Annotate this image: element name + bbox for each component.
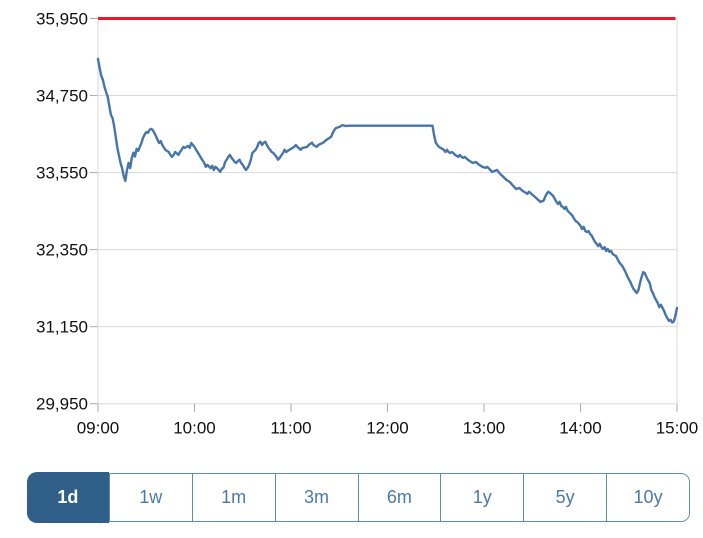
y-axis-label: 31,150: [36, 318, 88, 337]
x-axis-label: 09:00: [77, 419, 120, 438]
range-button-5y[interactable]: 5y: [523, 474, 607, 521]
range-button-1m[interactable]: 1m: [191, 474, 275, 521]
y-axis-label: 33,550: [36, 164, 88, 183]
range-selector: 1d 1w 1m 3m 6m 1y 5y 10y: [27, 472, 690, 523]
y-axis-label: 29,950: [36, 395, 88, 414]
y-axis-label: 34,750: [36, 87, 88, 106]
range-button-1d[interactable]: 1d: [27, 472, 109, 523]
range-button-6m[interactable]: 6m: [357, 474, 441, 521]
x-axis-label: 13:00: [463, 419, 506, 438]
range-button-1w[interactable]: 1w: [108, 474, 192, 521]
range-button-3m[interactable]: 3m: [274, 474, 358, 521]
range-button-10y[interactable]: 10y: [606, 474, 689, 521]
x-axis-label: 15:00: [656, 419, 699, 438]
price-chart: 35,950 34,750 33,550 32,350 31,150 29,950 09:0…: [36, 10, 699, 438]
y-axis-label: 35,950: [36, 10, 88, 29]
price-line: [96, 57, 679, 324]
x-axis-label: 12:00: [366, 419, 409, 438]
x-axis-label: 10:00: [173, 419, 216, 438]
x-axis-label: 11:00: [270, 419, 311, 438]
range-button-1y[interactable]: 1y: [440, 474, 524, 521]
x-axis-label: 14:00: [559, 419, 602, 438]
y-axis-label: 32,350: [36, 241, 88, 260]
